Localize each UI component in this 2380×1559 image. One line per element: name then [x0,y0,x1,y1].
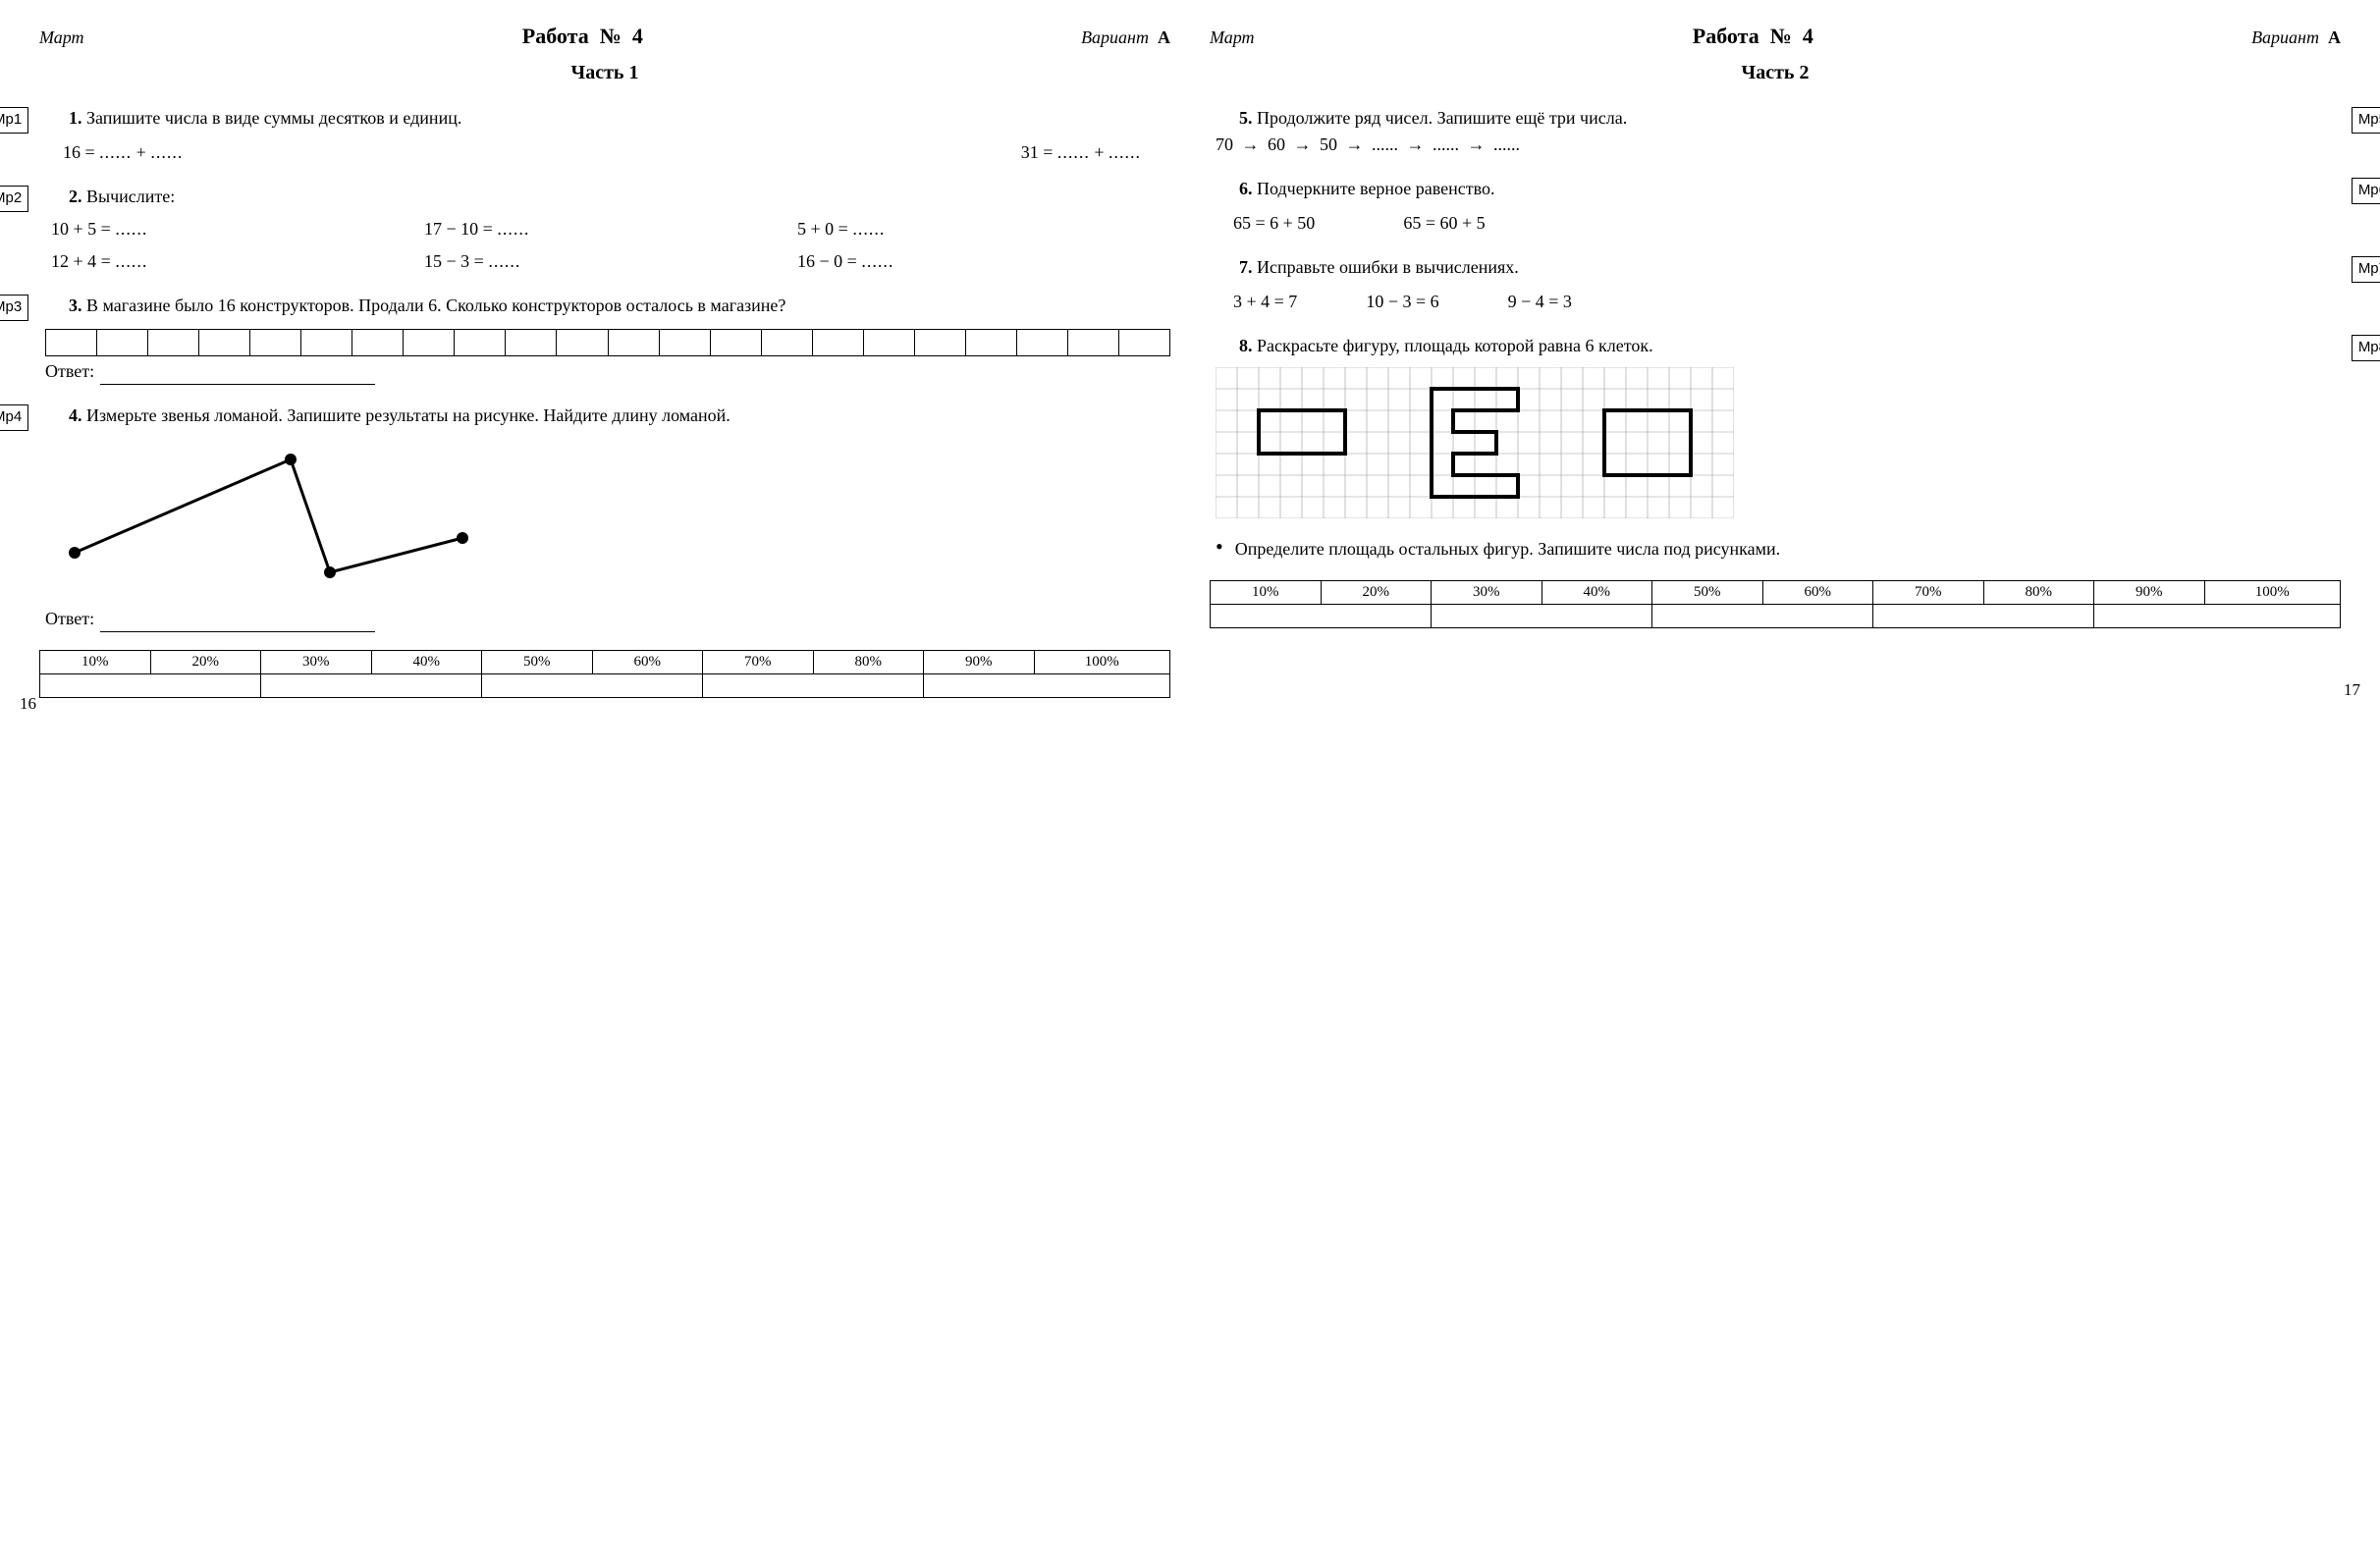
part-1-title: Часть 1 [39,58,1170,87]
task6-equations: 65 = 6 + 50 65 = 60 + 5 [1233,210,2341,237]
page-right: Март Работа № 4 Вариант А Часть 2 Мр5 5.… [1210,20,2341,698]
work-title: Работа № 4 [1693,20,1813,52]
mr1-badge: Мр1 [0,107,28,134]
percent-table-left: 10%20%30%40%50%60%70%80%90%100% [39,650,1170,698]
task-7: Мр7 7. Исправьте ошибки в вычислениях. 3… [1210,254,2341,315]
task8-figure [1216,367,1734,518]
page-left: Март Работа № 4 Вариант А Часть 1 Мр1 1.… [39,20,1170,698]
task2-row1: 10 + 5 = ...... 17 − 10 = ...... 5 + 0 =… [51,216,1170,242]
mr4-badge: Мр4 [0,404,28,431]
part-2-title: Часть 2 [1210,58,2341,87]
task2-row2: 12 + 4 = ...... 15 − 3 = ...... 16 − 0 =… [51,248,1170,275]
page-number-16: 16 [20,691,36,717]
task4-polyline [45,435,497,602]
variant-label: Вариант А [1081,25,1170,51]
task-5: Мр5 5. Продолжите ряд чисел. Запишите ещ… [1210,105,2341,158]
month-label: Март [39,25,84,51]
month-label: Март [1210,25,1255,51]
mr5-badge: Мр5 [2352,107,2380,134]
page-header-left: Март Работа № 4 Вариант А [39,20,1170,52]
task4-answer: Ответ: [45,606,1170,632]
task-3: Мр3 3. В магазине было 16 конструкторов.… [39,293,1170,385]
percent-table-right: 10%20%30%40%50%60%70%80%90%100% [1210,580,2341,628]
mr8-badge: Мр8 [2352,335,2380,361]
task1-equations: 16 = ...... + ...... 31 = ...... + .....… [63,139,1170,166]
page-header-right: Март Работа № 4 Вариант А [1210,20,2341,52]
task3-grid-strip [45,329,1170,356]
task-2: Мр2 2. Вычислите: 10 + 5 = ...... 17 − 1… [39,184,1170,275]
mr7-badge: Мр7 [2352,256,2380,283]
task-8: Мр8 8. Раскрасьте фигуру, площадь которо… [1210,333,2341,563]
mr6-badge: Мр6 [2352,178,2380,204]
mr3-badge: Мр3 [0,295,28,321]
task3-answer: Ответ: [45,358,1170,385]
task-1: Мр1 1. Запишите числа в виде суммы десят… [39,105,1170,166]
task5-sequence: 70 → 60 → 50 → ...... → ...... → ...... [1216,132,2341,158]
page-number-17: 17 [2344,677,2360,703]
task-4: Мр4 4. Измерьте звенья ломаной. Запишите… [39,403,1170,632]
task8-bullet: • Определите площадь остальных фигур. За… [1216,536,2341,563]
task7-equations: 3 + 4 = 7 10 − 3 = 6 9 − 4 = 3 [1233,289,2341,315]
variant-label: Вариант А [2251,25,2341,51]
mr2-badge: Мр2 [0,186,28,212]
task-6: Мр6 6. Подчеркните верное равенство. 65 … [1210,176,2341,237]
work-title: Работа № 4 [522,20,643,52]
